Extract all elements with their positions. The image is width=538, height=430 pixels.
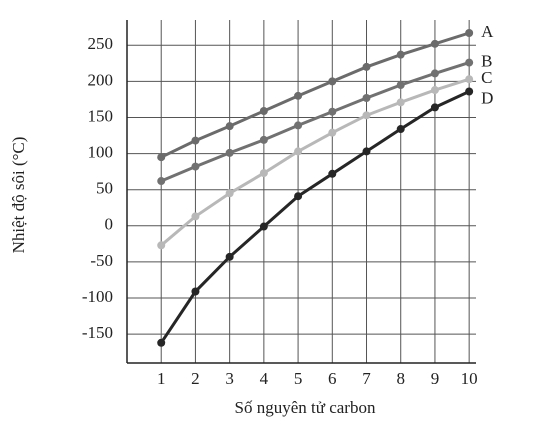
point <box>225 148 234 157</box>
y-tick-label: -150 <box>82 323 113 342</box>
y-tick-label: 200 <box>88 70 114 89</box>
point <box>259 106 268 115</box>
point <box>465 28 474 37</box>
y-axis-title: Nhiệt độ sôi (°C) <box>9 137 28 254</box>
point <box>157 153 166 162</box>
point <box>259 169 268 178</box>
point <box>157 338 166 347</box>
x-tick-label: 3 <box>225 369 234 388</box>
x-tick-label: 7 <box>362 369 371 388</box>
y-tick-label: 0 <box>105 215 114 234</box>
point <box>294 147 303 156</box>
point <box>362 111 371 120</box>
x-tick-label: 9 <box>431 369 440 388</box>
point <box>259 135 268 144</box>
point <box>465 87 474 96</box>
point <box>191 136 200 145</box>
point <box>362 62 371 71</box>
series-line <box>160 77 470 247</box>
series-line <box>159 90 470 344</box>
point <box>191 287 200 296</box>
x-tick-label: 5 <box>294 369 303 388</box>
point <box>328 107 337 116</box>
point <box>430 39 439 48</box>
y-tick-label: 100 <box>88 142 114 161</box>
point <box>328 77 337 86</box>
x-axis-title: Số nguyên tử carbon <box>235 398 376 417</box>
point <box>225 252 234 261</box>
point <box>294 91 303 100</box>
point <box>294 192 303 201</box>
point <box>191 212 200 221</box>
point <box>465 58 474 67</box>
point <box>430 86 439 95</box>
series-line <box>160 61 470 183</box>
point <box>294 121 303 130</box>
point <box>430 69 439 78</box>
series-label: D <box>481 88 493 107</box>
x-tick-label: 10 <box>461 369 478 388</box>
point <box>362 93 371 102</box>
point <box>157 241 166 250</box>
point <box>396 125 405 134</box>
x-tick-label: 4 <box>260 369 269 388</box>
y-tick-label: 50 <box>96 179 113 198</box>
point <box>157 177 166 186</box>
point <box>396 80 405 89</box>
x-tick-label: 8 <box>396 369 405 388</box>
point <box>225 122 234 131</box>
y-tick-label: 250 <box>88 34 114 53</box>
series-label: C <box>481 68 492 87</box>
point <box>191 162 200 171</box>
point <box>259 222 268 231</box>
y-tick-label: 150 <box>88 106 114 125</box>
point <box>328 169 337 178</box>
series-label: B <box>481 52 492 71</box>
series-line <box>160 31 470 159</box>
point <box>430 103 439 112</box>
x-tick-label: 1 <box>157 369 166 388</box>
series-label: A <box>481 22 494 41</box>
y-tick-label: -50 <box>90 251 113 270</box>
point <box>328 128 337 137</box>
point <box>362 147 371 156</box>
x-tick-label: 2 <box>191 369 200 388</box>
y-tick-label: -100 <box>82 287 113 306</box>
point <box>225 189 234 198</box>
point <box>396 98 405 107</box>
x-tick-label: 6 <box>328 369 337 388</box>
point <box>396 50 405 59</box>
point <box>465 75 474 84</box>
